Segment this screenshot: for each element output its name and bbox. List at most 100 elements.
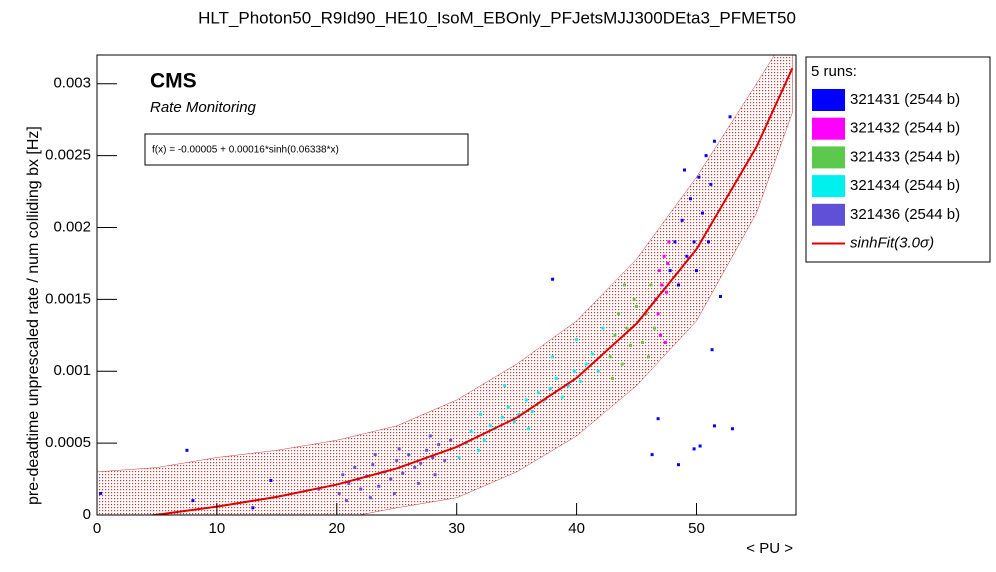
data-point: [647, 355, 651, 359]
data-point: [677, 283, 681, 287]
data-point: [397, 447, 401, 451]
data-point: [401, 471, 405, 475]
data-point: [551, 355, 555, 359]
data-point: [730, 427, 734, 431]
data-point: [554, 376, 558, 380]
data-point: [469, 430, 473, 434]
x-tick-label: 20: [328, 520, 345, 537]
data-point: [665, 290, 669, 294]
data-point: [667, 240, 671, 244]
data-point: [663, 341, 667, 344]
data-point: [99, 491, 103, 495]
legend-label: sinhFit(3.0σ): [850, 234, 934, 251]
y-tick-label: 0.002: [53, 218, 91, 235]
data-point: [524, 398, 528, 402]
data-point: [416, 481, 420, 485]
legend-label: 321436 (2544 b): [850, 206, 960, 223]
data-point: [659, 333, 663, 337]
data-point: [419, 461, 423, 465]
data-point: [608, 355, 612, 359]
data-point: [443, 458, 447, 462]
data-point: [359, 487, 363, 491]
legend-swatch: [812, 146, 845, 169]
data-point: [560, 395, 564, 399]
data-point: [625, 326, 629, 330]
data-point: [395, 458, 399, 462]
plot-frame: [96, 54, 797, 516]
data-point: [596, 369, 600, 373]
data-point: [548, 387, 552, 390]
data-point: [530, 410, 534, 413]
data-point: [712, 424, 716, 428]
data-point: [457, 456, 461, 459]
data-point: [649, 283, 653, 287]
data-point: [377, 484, 381, 488]
data-point: [368, 496, 372, 500]
y-tick-label: 0.003: [53, 75, 91, 92]
data-point: [512, 420, 516, 424]
data-point: [425, 448, 429, 452]
legend-swatch: [812, 203, 845, 226]
data-point: [694, 269, 698, 273]
x-tick-label: 50: [688, 520, 705, 537]
data-point: [611, 376, 615, 380]
data-point: [269, 479, 273, 482]
data-point: [613, 333, 617, 337]
data-point: [692, 240, 696, 244]
data-point: [527, 427, 531, 431]
data-point: [688, 197, 692, 201]
data-point: [482, 438, 486, 442]
data-point: [575, 338, 579, 342]
legend-label: 321432 (2544 b): [850, 120, 960, 137]
data-point: [682, 168, 686, 172]
data-point: [660, 283, 664, 287]
data-point: [706, 240, 710, 244]
data-point: [656, 312, 660, 316]
data-point: [644, 312, 648, 316]
y-tick-label: 0.0025: [45, 147, 91, 164]
legend-label: 321433 (2544 b): [850, 148, 960, 165]
data-point: [437, 443, 441, 447]
data-point: [685, 254, 689, 258]
x-axis-label: < PU >: [746, 540, 793, 557]
data-point: [635, 305, 639, 309]
data-point: [641, 341, 645, 344]
data-point: [251, 506, 255, 510]
y-axis-label: pre-deadtime unprescaled rate / num coll…: [25, 126, 42, 505]
data-point: [666, 261, 670, 265]
data-point: [185, 448, 189, 452]
data-point: [566, 384, 570, 388]
data-point: [704, 154, 708, 158]
data-point: [476, 448, 480, 452]
data-point: [479, 412, 483, 416]
data-point: [503, 384, 507, 388]
y-tick-label: 0: [83, 506, 91, 523]
data-point: [680, 218, 684, 222]
data-point: [718, 295, 722, 298]
data-point: [692, 447, 696, 451]
data-point: [632, 297, 636, 301]
data-point: [428, 434, 432, 438]
data-point: [413, 466, 417, 470]
data-point: [657, 269, 661, 273]
data-point: [650, 453, 654, 457]
y-tick-label: 0.0005: [45, 434, 91, 451]
data-point: [584, 362, 588, 366]
data-point: [191, 499, 195, 503]
data-point: [590, 352, 594, 356]
data-point: [353, 466, 357, 470]
data-point: [373, 453, 377, 457]
data-point: [620, 362, 624, 366]
data-point: [601, 326, 605, 330]
data-point: [392, 491, 396, 495]
legend-swatch: [812, 175, 845, 198]
data-point: [709, 182, 713, 186]
legend-label: 321434 (2544 b): [850, 177, 960, 194]
x-tick-label: 0: [93, 520, 101, 537]
x-tick-label: 30: [448, 520, 465, 537]
data-point: [347, 481, 351, 485]
y-tick-label: 0.001: [53, 362, 91, 379]
data-point: [578, 379, 582, 383]
data-point: [371, 463, 375, 467]
